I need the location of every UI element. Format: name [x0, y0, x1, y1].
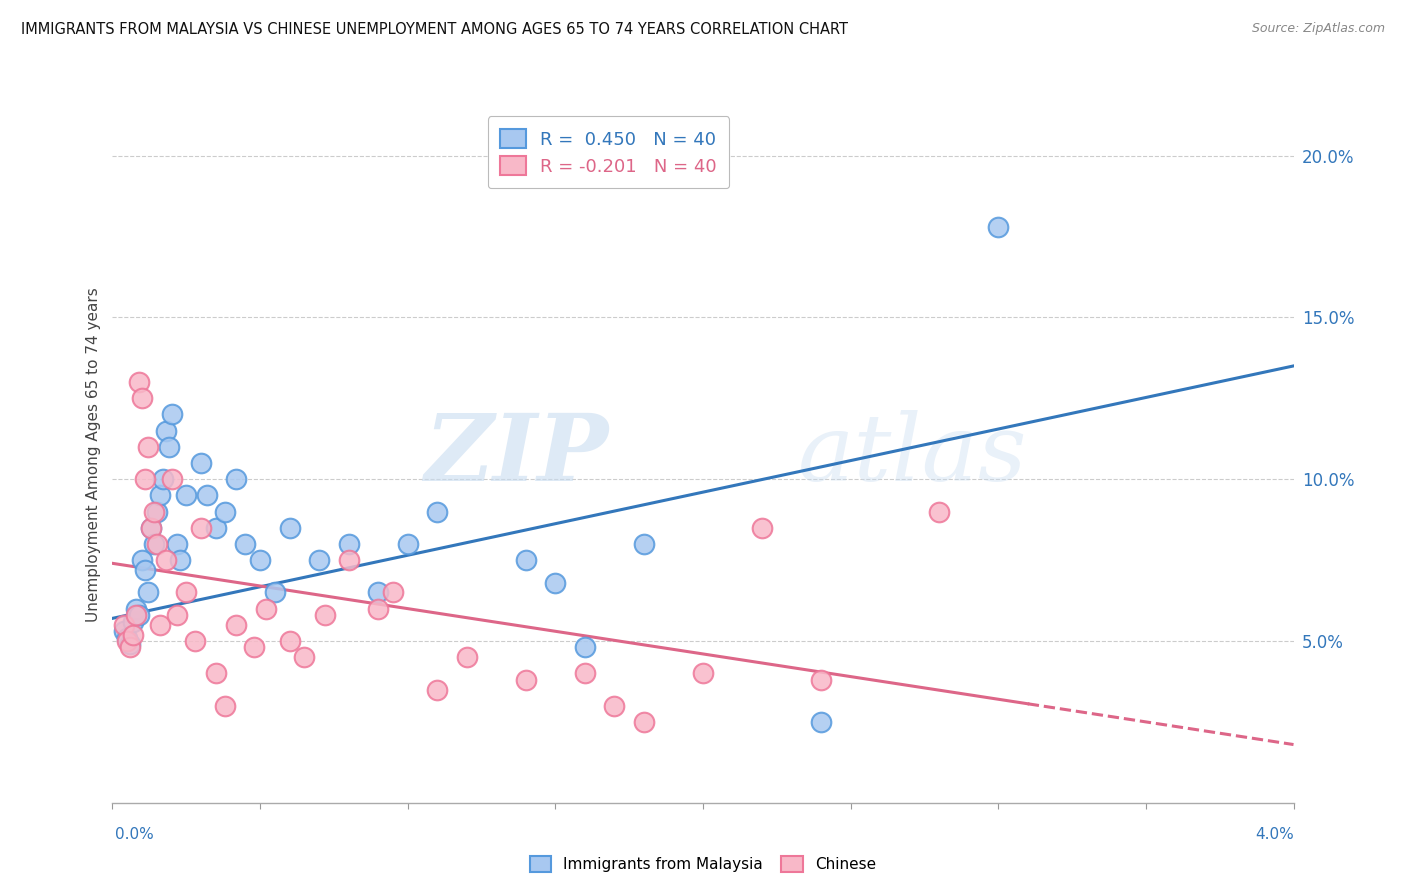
Point	[574, 640, 596, 655]
Point	[184, 634, 207, 648]
Point	[426, 682, 449, 697]
Point	[128, 608, 150, 623]
Point	[117, 631, 138, 645]
Point	[149, 617, 172, 632]
Point	[120, 637, 142, 651]
Point	[205, 521, 228, 535]
Point	[633, 537, 655, 551]
Point	[112, 624, 135, 639]
Point	[139, 521, 162, 535]
Text: 0.0%: 0.0%	[115, 827, 155, 841]
Point	[603, 698, 626, 713]
Legend: R =  0.450   N = 40, R = -0.201   N = 40: R = 0.450 N = 40, R = -0.201 N = 40	[488, 116, 730, 188]
Point	[146, 537, 169, 551]
Point	[367, 601, 389, 615]
Point	[139, 521, 162, 535]
Point	[174, 585, 197, 599]
Point	[122, 627, 145, 641]
Point	[214, 504, 236, 518]
Point	[751, 521, 773, 535]
Text: IMMIGRANTS FROM MALAYSIA VS CHINESE UNEMPLOYMENT AMONG AGES 65 TO 74 YEARS CORRE: IMMIGRANTS FROM MALAYSIA VS CHINESE UNEM…	[21, 22, 848, 37]
Point	[243, 640, 266, 655]
Point	[314, 608, 336, 623]
Point	[225, 472, 247, 486]
Point	[515, 673, 537, 687]
Point	[120, 640, 142, 655]
Point	[249, 553, 271, 567]
Point	[142, 537, 165, 551]
Point	[134, 563, 156, 577]
Point	[292, 650, 315, 665]
Point	[190, 456, 212, 470]
Point	[233, 537, 256, 551]
Point	[128, 375, 150, 389]
Point	[278, 521, 301, 535]
Point	[125, 601, 148, 615]
Point	[136, 440, 159, 454]
Point	[205, 666, 228, 681]
Point	[456, 650, 478, 665]
Point	[254, 601, 277, 615]
Point	[131, 553, 153, 567]
Point	[426, 504, 449, 518]
Point	[396, 537, 419, 551]
Point	[166, 537, 188, 551]
Text: Source: ZipAtlas.com: Source: ZipAtlas.com	[1251, 22, 1385, 36]
Point	[928, 504, 950, 518]
Point	[152, 472, 174, 486]
Point	[544, 575, 567, 590]
Text: atlas: atlas	[797, 410, 1026, 500]
Point	[174, 488, 197, 502]
Point	[195, 488, 218, 502]
Point	[117, 634, 138, 648]
Point	[337, 537, 360, 551]
Point	[308, 553, 330, 567]
Point	[810, 673, 832, 687]
Point	[112, 617, 135, 632]
Point	[169, 553, 191, 567]
Text: ZIP: ZIP	[425, 410, 609, 500]
Point	[515, 553, 537, 567]
Point	[122, 615, 145, 629]
Point	[987, 219, 1010, 234]
Text: 4.0%: 4.0%	[1254, 827, 1294, 841]
Y-axis label: Unemployment Among Ages 65 to 74 years: Unemployment Among Ages 65 to 74 years	[86, 287, 101, 623]
Point	[160, 472, 183, 486]
Point	[149, 488, 172, 502]
Point	[146, 504, 169, 518]
Point	[136, 585, 159, 599]
Point	[382, 585, 405, 599]
Point	[157, 440, 180, 454]
Point	[134, 472, 156, 486]
Point	[367, 585, 389, 599]
Point	[214, 698, 236, 713]
Point	[125, 608, 148, 623]
Point	[155, 424, 177, 438]
Point	[190, 521, 212, 535]
Point	[810, 714, 832, 729]
Point	[160, 408, 183, 422]
Legend: Immigrants from Malaysia, Chinese: Immigrants from Malaysia, Chinese	[522, 848, 884, 880]
Point	[131, 392, 153, 406]
Point	[278, 634, 301, 648]
Point	[574, 666, 596, 681]
Point	[142, 504, 165, 518]
Point	[264, 585, 287, 599]
Point	[155, 553, 177, 567]
Point	[692, 666, 714, 681]
Point	[225, 617, 247, 632]
Point	[633, 714, 655, 729]
Point	[166, 608, 188, 623]
Point	[337, 553, 360, 567]
